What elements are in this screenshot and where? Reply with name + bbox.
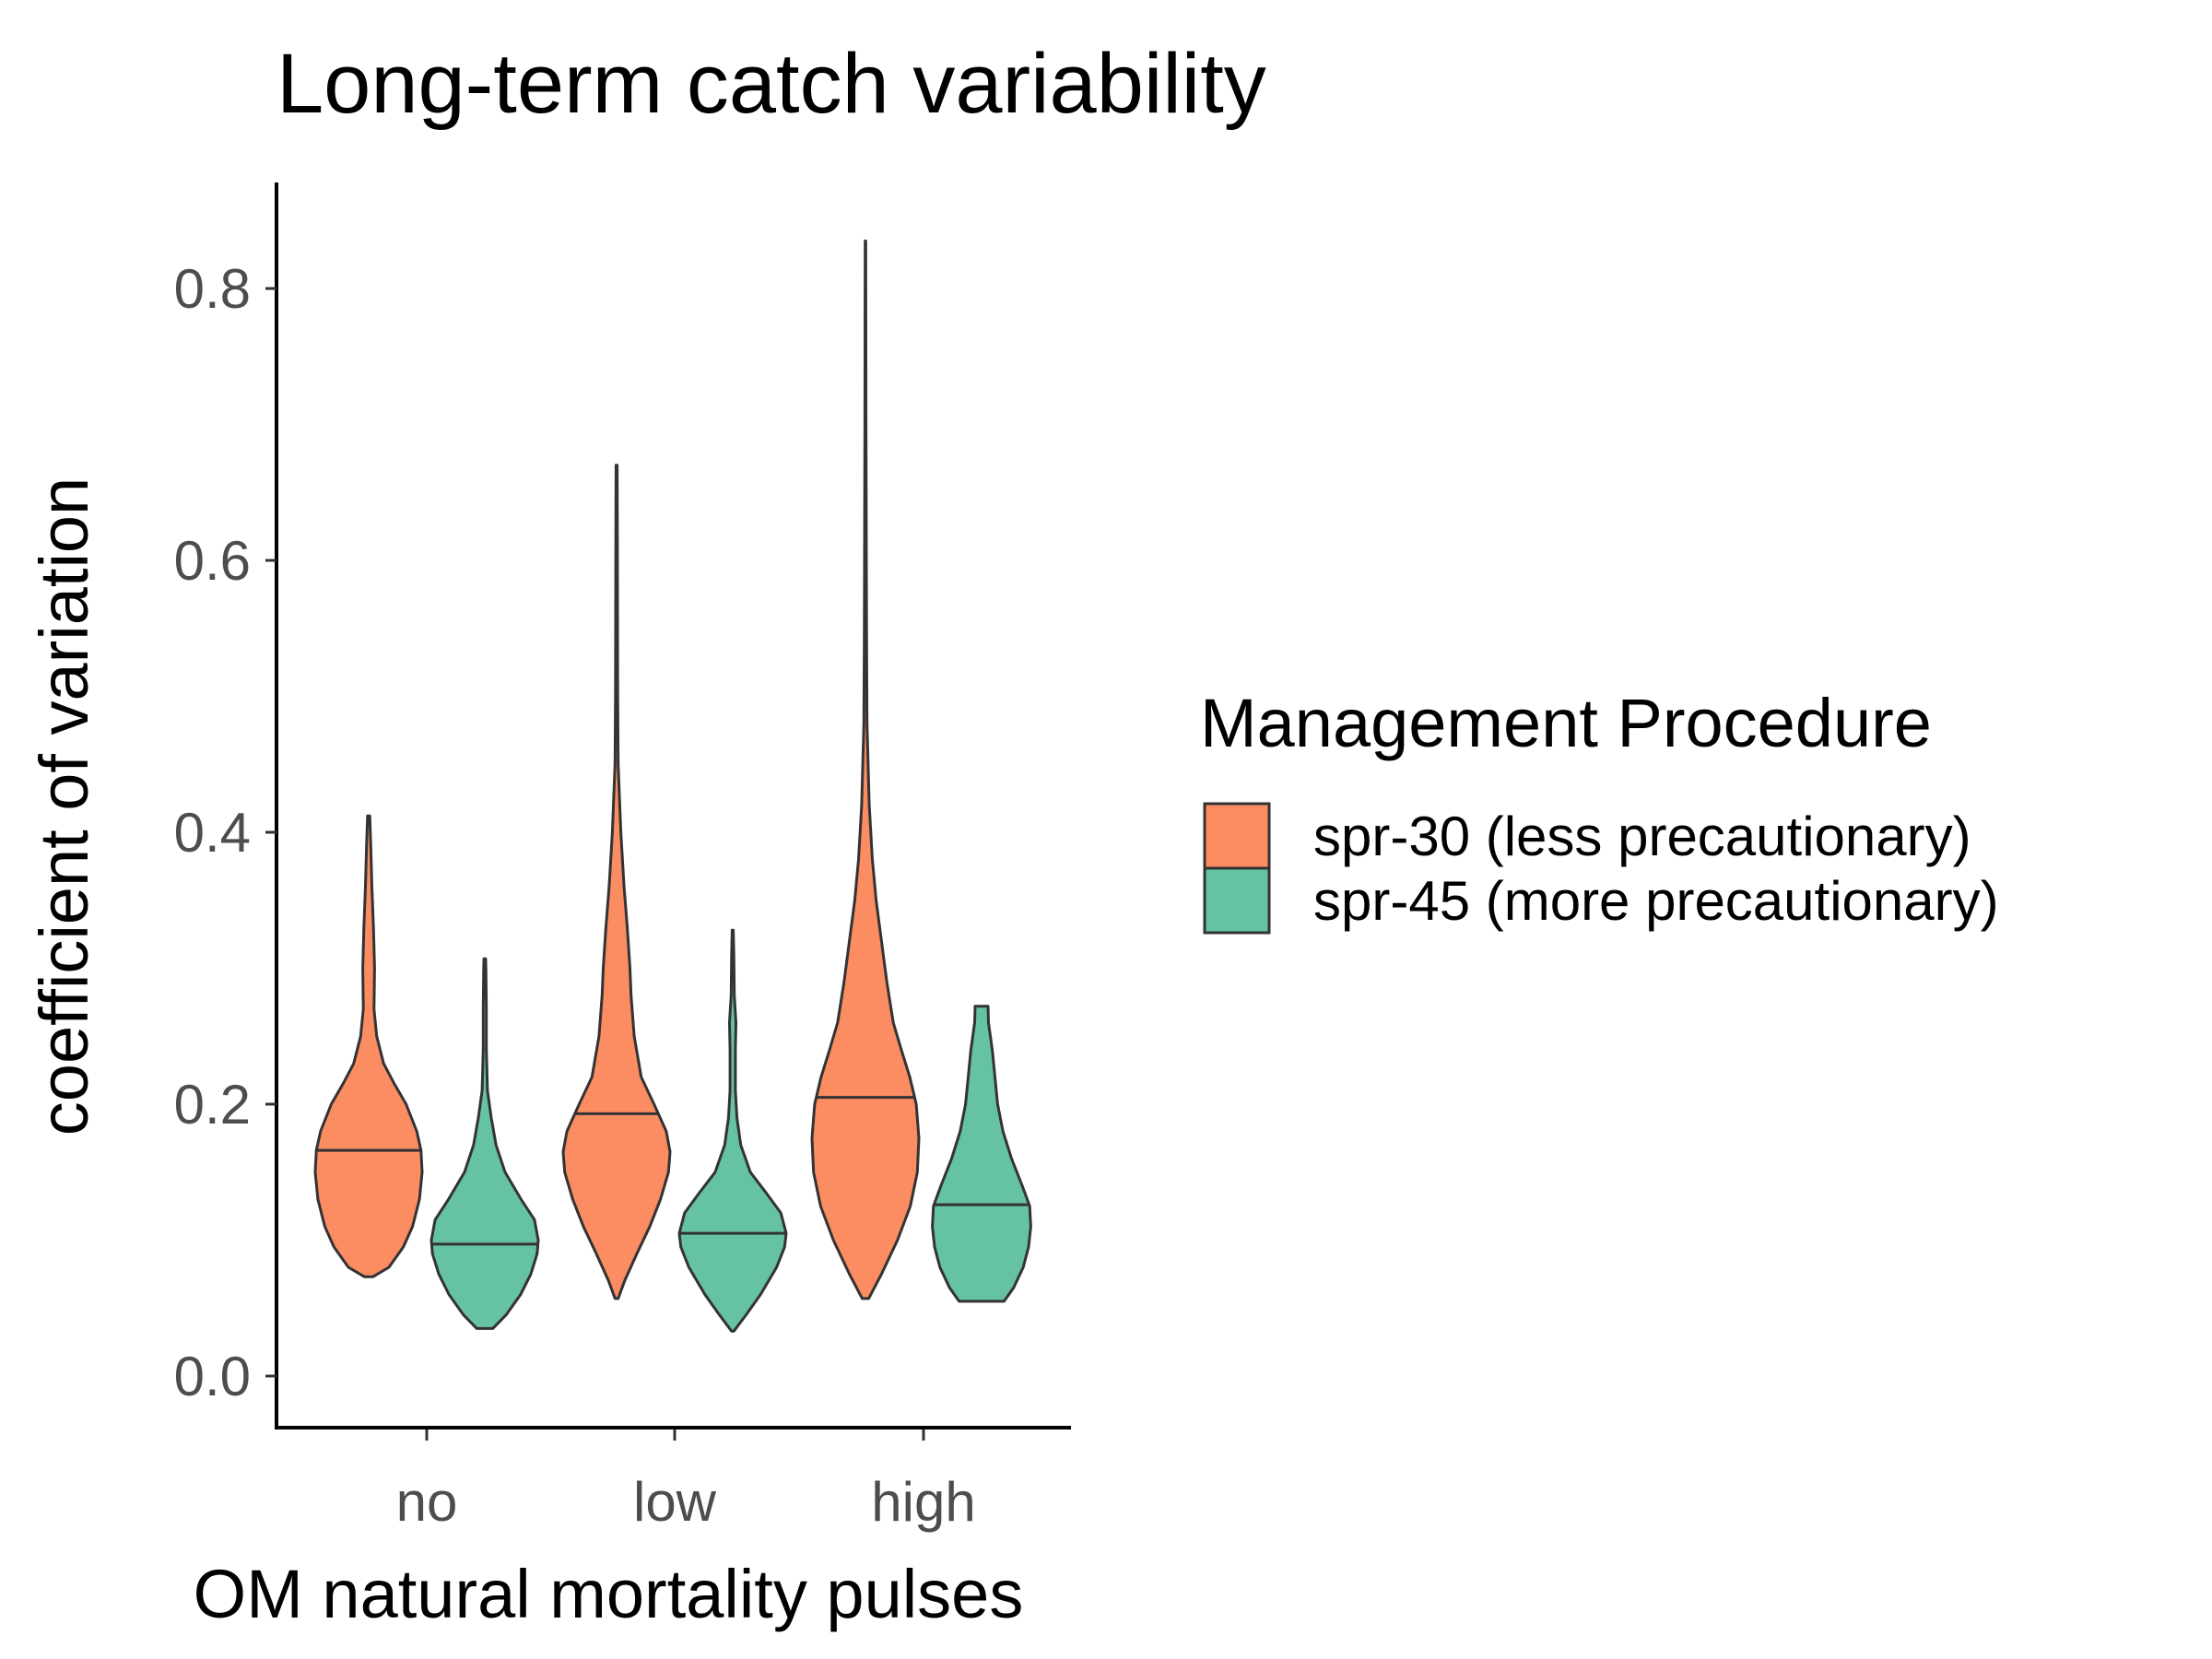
legend-key-spr45 xyxy=(1203,866,1271,935)
y-tick-label: 0.2 xyxy=(174,1074,251,1135)
y-tick-label: 0.0 xyxy=(174,1346,251,1407)
x-tick-label-high: high xyxy=(871,1471,975,1533)
plot-area xyxy=(313,239,1032,1333)
x-tick-label-low: low xyxy=(633,1471,717,1533)
violin-spr30-low xyxy=(561,464,672,1300)
legend-label-spr30: spr-30 (less precautionary) xyxy=(1313,806,1971,867)
legend-label-spr45: spr-45 (more precautionary) xyxy=(1313,870,1999,932)
x-axis-title: OM natural mortality pulses xyxy=(194,1556,1024,1632)
x-axis-ticks: no low high xyxy=(396,1430,976,1533)
violin-spr45-low xyxy=(677,928,788,1333)
legend: Management Procedure spr-30 (less precau… xyxy=(1200,685,1999,935)
violin-spr45-high xyxy=(931,1005,1032,1303)
y-axis-title: coefficient of variation xyxy=(26,477,102,1135)
y-axis-ticks: 0.0 0.2 0.4 0.6 0.8 xyxy=(174,258,276,1407)
legend-title: Management Procedure xyxy=(1200,685,1932,761)
violin-spr30-high xyxy=(810,239,921,1300)
legend-key-spr30 xyxy=(1203,802,1271,870)
y-tick-label: 0.6 xyxy=(174,530,251,592)
x-tick-label-no: no xyxy=(396,1471,458,1533)
violin-spr45-no xyxy=(429,957,540,1330)
y-tick-label: 0.8 xyxy=(174,258,251,320)
legend-items: spr-30 (less precautionary)spr-45 (more … xyxy=(1203,802,1999,935)
chart-title: Long-term catch variability xyxy=(276,37,1266,131)
violin-spr30-no xyxy=(313,814,424,1278)
y-tick-label: 0.4 xyxy=(174,802,251,864)
